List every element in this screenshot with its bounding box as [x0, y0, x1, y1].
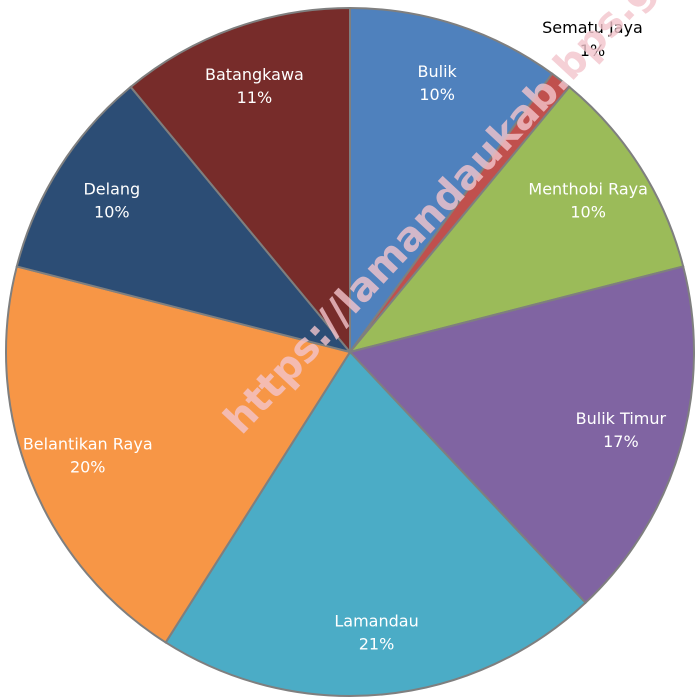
pie-slice — [347, 85, 685, 354]
pie-slice — [349, 6, 554, 356]
slice-value-label: 10% — [94, 202, 130, 221]
slice-label: Delang — [83, 179, 140, 198]
slice-value-label: 20% — [70, 457, 106, 476]
pie-slice — [15, 85, 353, 354]
pie-slice — [5, 265, 352, 644]
slice-label: Batangkawa — [205, 65, 304, 84]
slice-label: Sematu Jaya — [542, 18, 643, 37]
slice-value-label: 11% — [237, 88, 273, 107]
pie-slice — [164, 350, 587, 697]
pie-slice — [129, 6, 351, 355]
slice-label: Bulik — [418, 62, 458, 81]
slice-value-label: 17% — [603, 432, 639, 451]
slice-value-label: 10% — [570, 202, 606, 221]
slice-label: Menthobi Raya — [528, 179, 648, 198]
slice-label: Bulik Timur — [576, 409, 667, 428]
slice-label: Belantikan Raya — [23, 434, 153, 453]
slice-label: Lamandau — [334, 611, 418, 630]
slice-value-label: 21% — [359, 634, 395, 653]
slice-value-label: 10% — [419, 85, 455, 104]
pie-slice — [348, 265, 695, 605]
slice-value-label: 1% — [580, 41, 605, 60]
